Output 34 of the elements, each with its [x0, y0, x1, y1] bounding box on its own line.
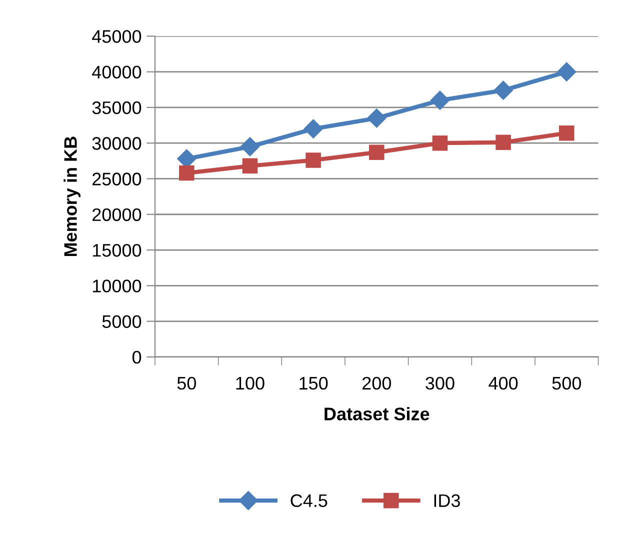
x-tick-label: 100 — [236, 376, 264, 390]
x-tick-label: 50 — [177, 376, 196, 390]
point — [430, 90, 450, 110]
y-tick-label: 5000 — [102, 315, 142, 328]
point — [304, 119, 323, 138]
x-tick-label: 500 — [552, 376, 581, 390]
point — [557, 62, 576, 82]
y-tick-label: 20000 — [92, 208, 142, 222]
x-tick-label: 150 — [300, 376, 328, 390]
y-tick-label: 25000 — [92, 172, 142, 186]
x-axis-title: Dataset Size — [324, 407, 430, 420]
legend-label: C4.5 — [290, 494, 328, 508]
y-tick-label: 35000 — [92, 101, 142, 114]
y-tick-label: 10000 — [92, 280, 142, 292]
y-tick-label: 40000 — [92, 66, 142, 79]
x-tick-label: 400 — [488, 376, 518, 390]
point — [369, 144, 384, 160]
legend-label: ID3 — [434, 494, 460, 508]
point — [496, 134, 511, 150]
y-axis-title: Memory in KB — [64, 136, 80, 256]
point — [494, 80, 513, 100]
point — [306, 152, 321, 168]
point — [240, 137, 260, 156]
y-tick-label: 15000 — [92, 244, 142, 257]
point — [179, 165, 194, 181]
x-tick-label: 200 — [362, 376, 392, 390]
point — [242, 158, 258, 174]
x-tick-label: 300 — [426, 376, 454, 390]
point — [432, 135, 448, 151]
point — [367, 108, 386, 128]
y-tick-label: 30000 — [92, 137, 142, 150]
point — [558, 125, 574, 141]
y-tick-label: 45000 — [92, 30, 142, 43]
y-tick-label: 0 — [132, 350, 142, 364]
